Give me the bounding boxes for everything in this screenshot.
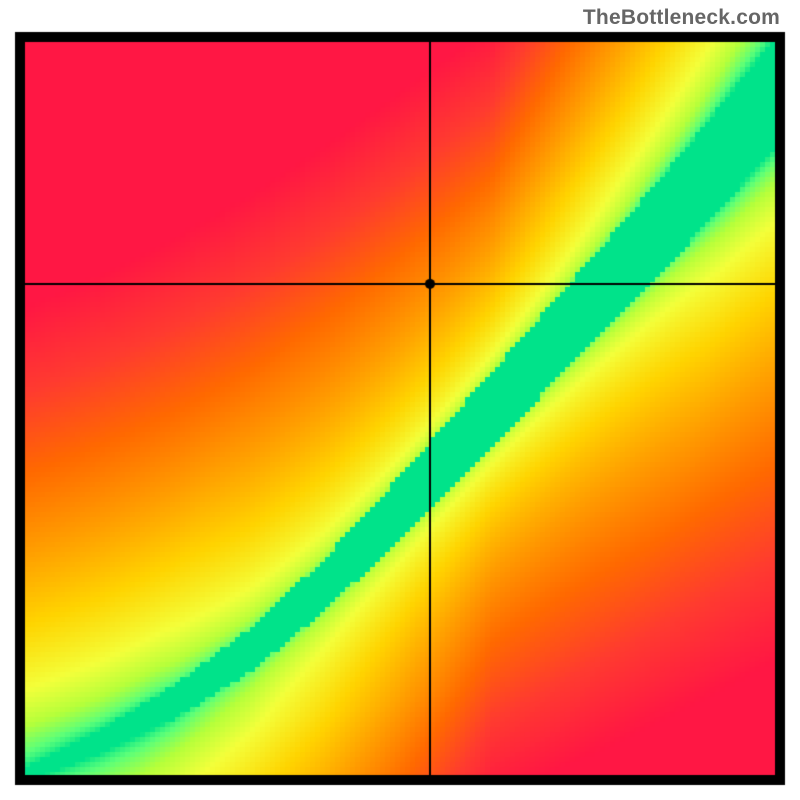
watermark-text: TheBottleneck.com <box>583 6 780 30</box>
bottleneck-heatmap <box>0 0 800 800</box>
